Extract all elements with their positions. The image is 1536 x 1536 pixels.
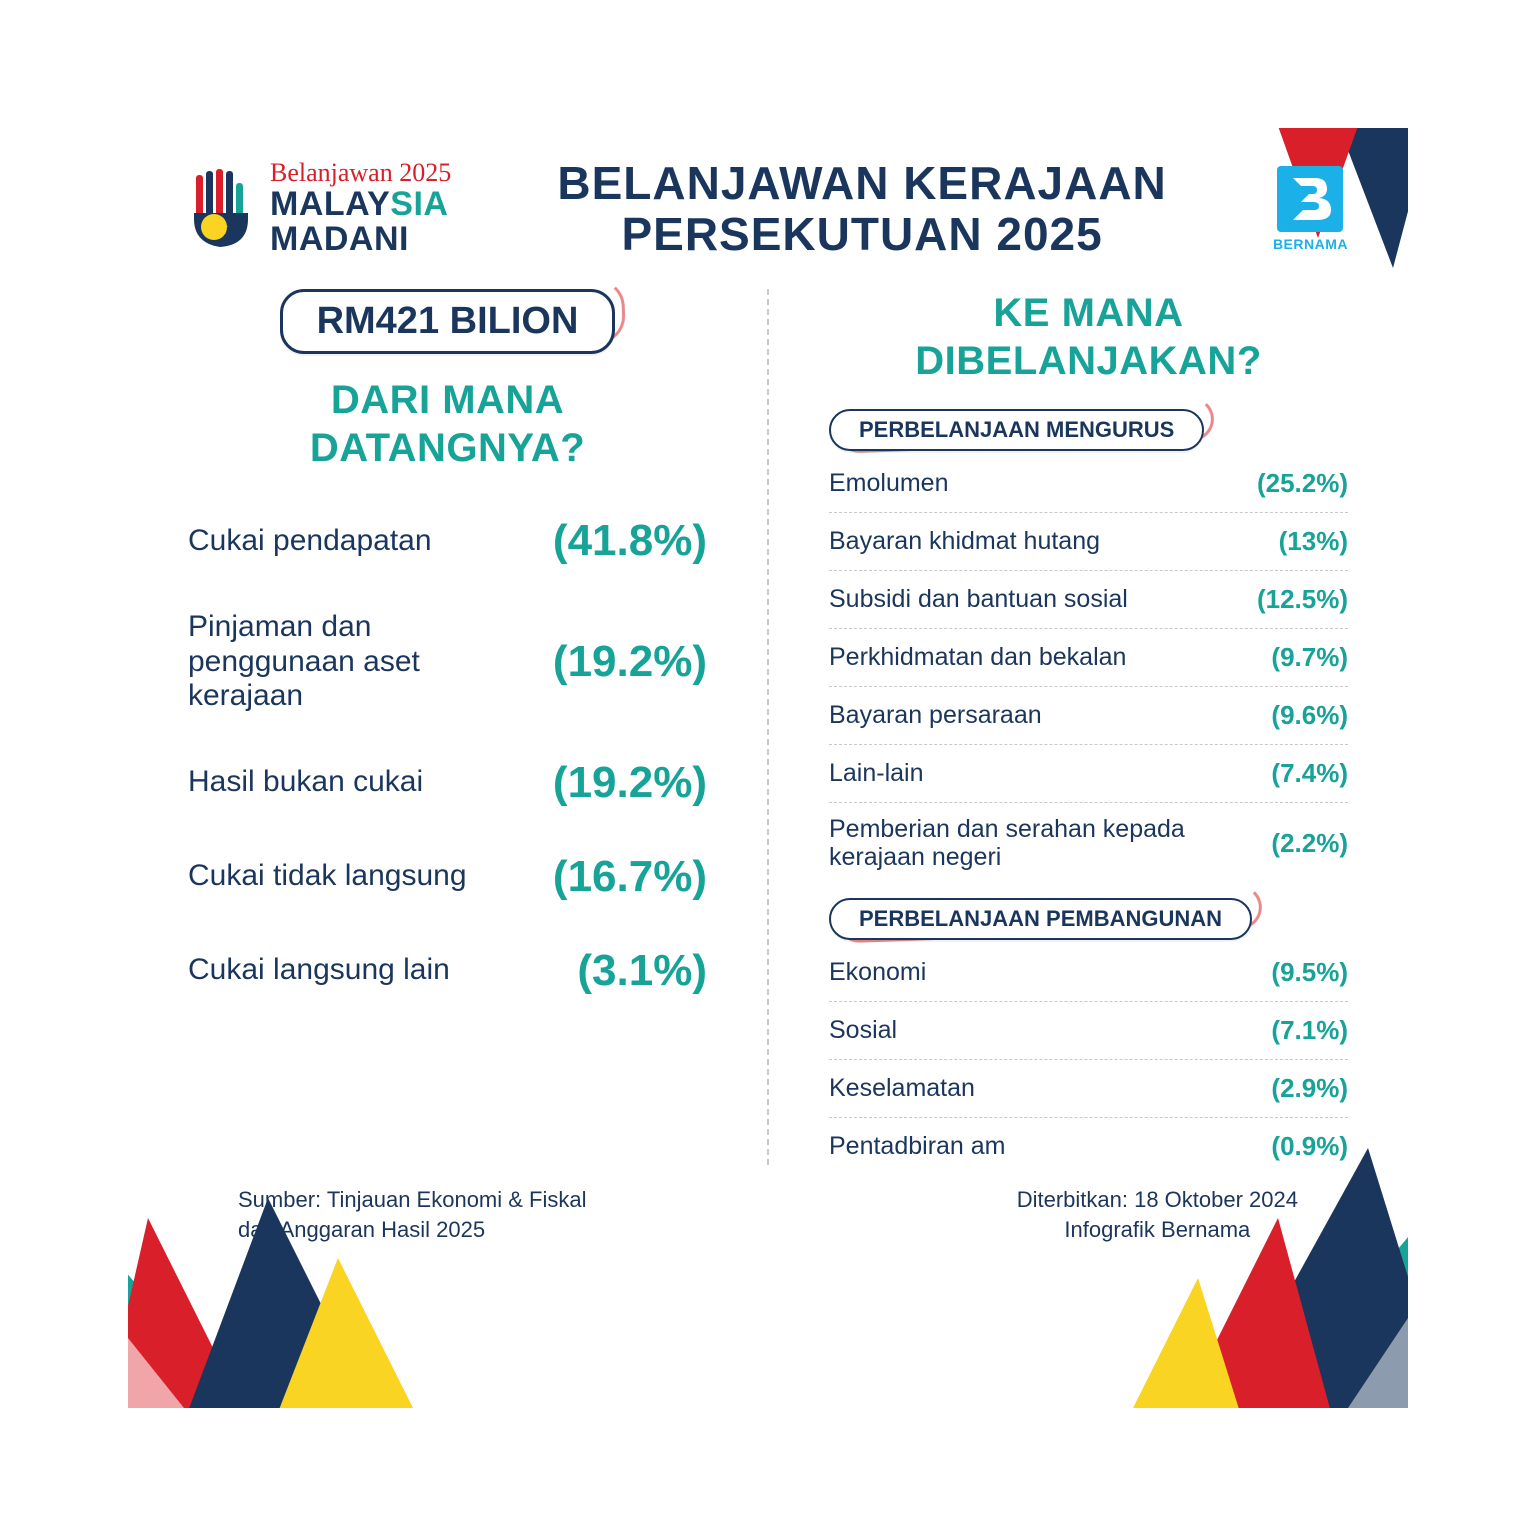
revenue-row: Cukai langsung lain (3.1%) [188,946,707,996]
revenue-row: Pinjaman dan penggunaan aset kerajaan (19… [188,610,707,714]
revenue-row: Cukai tidak langsung (16.7%) [188,852,707,902]
expenditure-value: (2.9%) [1271,1073,1348,1104]
logo-block: Belanjawan 2025 MALAYSIA MADANI [188,159,451,258]
row-divider [829,512,1348,513]
revenue-value: (41.8%) [553,516,707,566]
revenue-label: Pinjaman dan penggunaan aset kerajaan [188,610,478,714]
main-title-line2: PERSEKUTUAN 2025 [471,209,1253,260]
logo-script: Belanjawan 2025 [270,159,451,186]
expenditure-label: Bayaran khidmat hutang [829,528,1100,556]
expenditure-value: (13%) [1279,526,1348,557]
expenditure-row: Lain-lain (7.4%) [829,755,1348,792]
expenditure-row: Sosial (7.1%) [829,1012,1348,1049]
expenditure-value: (7.4%) [1271,758,1348,789]
footer-published: Diterbitkan: 18 Oktober 2024 Infografik … [1017,1185,1298,1244]
expenditure-label: Bayaran persaraan [829,702,1042,730]
revenue-value: (19.2%) [553,758,707,808]
revenue-label: Cukai pendapatan [188,524,432,559]
expenditure-list: Ekonomi (9.5%) Sosial (7.1%) Keselamatan (2.9… [829,954,1348,1165]
expenditure-label: Emolumen [829,470,949,498]
revenue-list: Cukai pendapatan (41.8%) Pinjaman dan peng… [188,516,707,996]
footer-source: Sumber: Tinjauan Ekonomi & Fiskal dan An… [238,1185,587,1244]
main-title-line1: BELANJAWAN KERAJAAN [471,158,1253,209]
expenditure-value: (9.6%) [1271,700,1348,731]
expenditure-label: Pentadbiran am [829,1133,1006,1161]
total-pill: RM421 BILION [280,289,616,354]
expenditure-row: Pentadbiran am (0.9%) [829,1128,1348,1165]
logo-line2: MADANI [270,222,451,258]
expenditure-value: (25.2%) [1257,468,1348,499]
expenditure-label: Perkhidmatan dan bekalan [829,644,1126,672]
header: Belanjawan 2025 MALAYSIA MADANI BELANJAW… [128,128,1408,269]
footer: Sumber: Tinjauan Ekonomi & Fiskal dan An… [128,1165,1408,1244]
expenditure-row: Emolumen (25.2%) [829,465,1348,502]
bernama-label: BERNAMA [1273,236,1348,252]
expenditure-heading: KE MANA DIBELANJAKAN? [829,289,1348,385]
expenditure-label: Ekonomi [829,959,926,987]
expenditure-row: Bayaran persaraan (9.6%) [829,697,1348,734]
revenue-label: Hasil bukan cukai [188,765,423,800]
infographic-page: Belanjawan 2025 MALAYSIA MADANI BELANJAW… [128,128,1408,1408]
revenue-value: (3.1%) [577,946,707,996]
expenditure-value: (12.5%) [1257,584,1348,615]
revenue-heading: DARI MANA DATANGNYA? [188,376,707,472]
revenue-row: Hasil bukan cukai (19.2%) [188,758,707,808]
logo-text: Belanjawan 2025 MALAYSIA MADANI [270,159,451,258]
revenue-value: (16.7%) [553,852,707,902]
bernama-icon [1277,166,1343,232]
row-divider [829,802,1348,803]
revenue-row: Cukai pendapatan (41.8%) [188,516,707,566]
expenditure-row: Perkhidmatan dan bekalan (9.7%) [829,639,1348,676]
expenditure-row: Subsidi dan bantuan sosial (12.5%) [829,581,1348,618]
expenditure-row: Bayaran khidmat hutang (13%) [829,523,1348,560]
row-divider [829,744,1348,745]
expenditure-value: (9.5%) [1271,957,1348,988]
row-divider [829,570,1348,571]
revenue-label: Cukai tidak langsung [188,859,467,894]
expenditure-value: (9.7%) [1271,642,1348,673]
madani-hand-icon [188,169,258,249]
row-divider [829,1001,1348,1002]
expenditure-label: Sosial [829,1017,897,1045]
expenditure-value: (0.9%) [1271,1131,1348,1162]
expenditure-sections: PERBELANJAAN MENGURUS Emolumen (25.2%) Baya… [829,409,1348,1165]
main-title: BELANJAWAN KERAJAAN PERSEKUTUAN 2025 [451,158,1273,259]
expenditure-list: Emolumen (25.2%) Bayaran khidmat hutang (13… [829,465,1348,874]
expenditure-row: Ekonomi (9.5%) [829,954,1348,991]
expenditure-label: Subsidi dan bantuan sosial [829,586,1128,614]
revenue-label: Cukai langsung lain [188,953,450,988]
row-divider [829,686,1348,687]
row-divider [829,628,1348,629]
section-pill: PERBELANJAAN MENGURUS [829,409,1204,451]
expenditure-value: (2.2%) [1271,828,1348,859]
expenditure-value: (7.1%) [1271,1015,1348,1046]
expenditure-column: KE MANA DIBELANJAKAN? PERBELANJAAN MENGU… [809,289,1348,1165]
expenditure-label: Keselamatan [829,1075,975,1103]
logo-line1: MALAYSIA [270,187,451,223]
revenue-value: (19.2%) [553,637,707,687]
row-divider [829,1059,1348,1060]
section-pill: PERBELANJAAN PEMBANGUNAN [829,898,1252,940]
expenditure-row: Keselamatan (2.9%) [829,1070,1348,1107]
row-divider [829,1117,1348,1118]
bernama-logo: BERNAMA [1273,166,1348,252]
column-divider [767,289,769,1165]
expenditure-label: Pemberian dan serahan kepada kerajaan ne… [829,816,1199,871]
expenditure-label: Lain-lain [829,760,924,788]
revenue-column: RM421 BILION DARI MANA DATANGNYA? Cukai … [188,289,727,1165]
expenditure-row: Pemberian dan serahan kepada kerajaan ne… [829,813,1348,874]
